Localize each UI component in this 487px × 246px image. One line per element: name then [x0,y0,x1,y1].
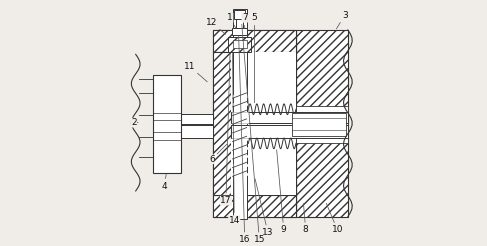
Text: 9: 9 [277,150,287,234]
Text: 3: 3 [337,11,348,29]
Bar [292,113,346,136]
Bar [232,9,247,219]
Bar [296,30,348,216]
Bar [236,14,244,30]
Bar [231,52,296,195]
Bar [231,125,348,138]
Text: 1: 1 [227,13,236,29]
Text: 11: 11 [184,62,207,82]
Text: 10: 10 [326,203,343,234]
Text: 16: 16 [239,36,250,244]
Text: 2: 2 [131,118,138,127]
Bar [232,29,247,35]
Text: 7: 7 [242,13,247,28]
Text: 6: 6 [209,144,227,164]
Text: 17: 17 [220,53,232,205]
Bar [228,37,251,52]
Bar [234,10,245,19]
Bar [232,40,247,47]
Text: 5: 5 [252,13,257,103]
Text: 12: 12 [206,18,225,34]
Bar [213,30,296,52]
Bar [153,75,181,173]
Bar [213,195,296,216]
Bar [296,106,348,143]
Text: 15: 15 [242,24,265,244]
Text: 13: 13 [255,179,274,237]
Bar [213,30,296,216]
Bar [231,112,348,123]
Bar [181,114,213,124]
Text: 14: 14 [228,53,240,225]
Bar [181,125,213,138]
Text: 4: 4 [161,174,167,191]
Text: 8: 8 [303,203,309,234]
Bar [213,52,231,195]
